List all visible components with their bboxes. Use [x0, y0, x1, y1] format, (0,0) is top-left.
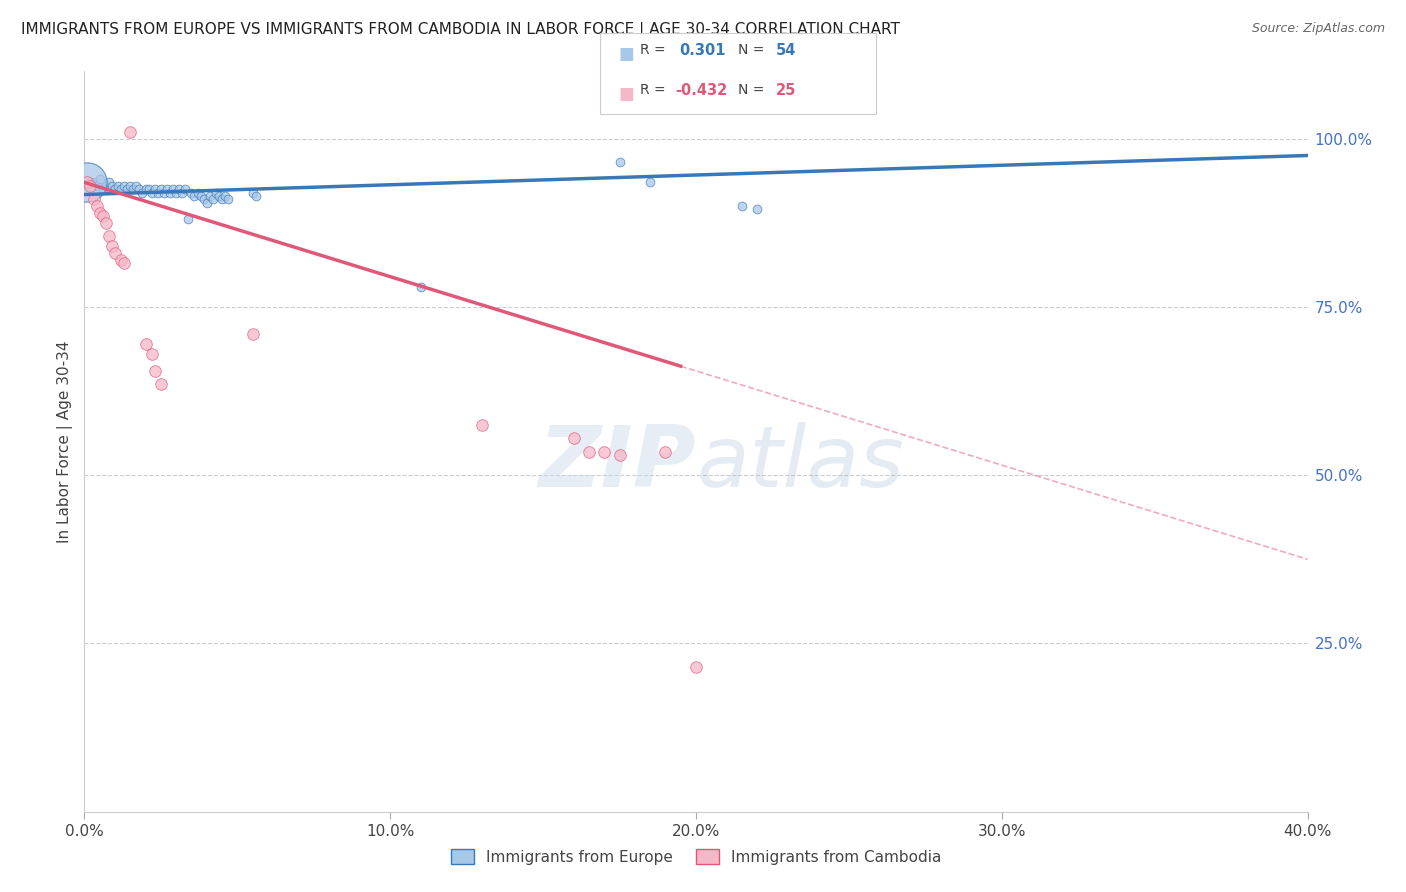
Point — [141, 347, 163, 361]
Point — [110, 182, 132, 196]
Point — [193, 192, 215, 206]
Point — [83, 192, 105, 206]
Point — [609, 155, 631, 169]
Text: ■: ■ — [619, 85, 634, 103]
Point — [562, 431, 585, 445]
Point — [120, 125, 142, 139]
Point — [153, 186, 176, 200]
Point — [208, 189, 231, 203]
Point — [107, 178, 129, 193]
Point — [201, 192, 224, 206]
Text: atlas: atlas — [696, 422, 904, 505]
Point — [211, 192, 233, 206]
Point — [76, 175, 98, 190]
Point — [76, 175, 98, 190]
Point — [91, 182, 114, 196]
Point — [141, 186, 163, 200]
Point — [159, 186, 181, 200]
Point — [91, 209, 114, 223]
Point — [138, 182, 160, 196]
Point — [149, 377, 172, 392]
Point — [174, 182, 197, 196]
Point — [747, 202, 769, 217]
Point — [110, 252, 132, 267]
Point — [198, 189, 221, 203]
Point — [120, 178, 142, 193]
Legend: Immigrants from Europe, Immigrants from Cambodia: Immigrants from Europe, Immigrants from … — [444, 843, 948, 871]
Point — [245, 189, 267, 203]
Point — [122, 182, 145, 196]
Point — [172, 186, 194, 200]
Point — [593, 444, 616, 458]
Text: IMMIGRANTS FROM EUROPE VS IMMIGRANTS FROM CAMBODIA IN LABOR FORCE | AGE 30-34 CO: IMMIGRANTS FROM EUROPE VS IMMIGRANTS FRO… — [21, 22, 900, 38]
Point — [89, 172, 111, 186]
Point — [183, 189, 205, 203]
Point — [79, 178, 101, 193]
Point — [156, 182, 179, 196]
Text: R =: R = — [640, 43, 669, 57]
Point — [146, 186, 169, 200]
Point — [195, 195, 218, 210]
Point — [578, 444, 600, 458]
Text: ■: ■ — [619, 45, 634, 62]
Point — [83, 175, 105, 190]
Point — [149, 182, 172, 196]
Point — [94, 178, 117, 193]
Point — [101, 178, 124, 193]
Point — [190, 189, 212, 203]
Text: 54: 54 — [776, 43, 796, 58]
Text: -0.432: -0.432 — [675, 83, 727, 98]
Point — [143, 182, 166, 196]
Point — [609, 448, 631, 462]
Point — [125, 178, 148, 193]
Point — [135, 182, 157, 196]
Point — [86, 178, 108, 193]
Point — [638, 175, 661, 190]
Point — [101, 239, 124, 253]
Point — [162, 182, 184, 196]
Text: ZIP: ZIP — [538, 422, 696, 505]
Point — [112, 256, 135, 270]
Point — [471, 417, 494, 432]
Point — [86, 199, 108, 213]
Point — [135, 337, 157, 351]
Point — [205, 186, 228, 200]
Text: Source: ZipAtlas.com: Source: ZipAtlas.com — [1251, 22, 1385, 36]
Point — [79, 175, 101, 190]
Point — [214, 189, 236, 203]
Point — [112, 178, 135, 193]
Point — [186, 186, 208, 200]
Text: 25: 25 — [776, 83, 796, 98]
Point — [177, 212, 200, 227]
Point — [94, 216, 117, 230]
Point — [165, 186, 187, 200]
Text: N =: N = — [738, 43, 769, 57]
Point — [685, 660, 707, 674]
Point — [104, 246, 127, 260]
Point — [97, 229, 120, 244]
Text: N =: N = — [738, 83, 769, 97]
Y-axis label: In Labor Force | Age 30-34: In Labor Force | Age 30-34 — [58, 340, 73, 543]
Point — [654, 444, 676, 458]
Point — [131, 186, 153, 200]
Point — [409, 279, 432, 293]
Point — [180, 186, 202, 200]
Point — [97, 175, 120, 190]
Point — [167, 182, 190, 196]
Text: 0.301: 0.301 — [679, 43, 725, 58]
Text: R =: R = — [640, 83, 669, 97]
Point — [115, 182, 138, 196]
Point — [143, 364, 166, 378]
Point — [242, 186, 264, 200]
Point — [104, 182, 127, 196]
Point — [242, 326, 264, 341]
Point — [217, 192, 239, 206]
Point — [89, 205, 111, 219]
Point — [731, 199, 754, 213]
Point — [128, 182, 150, 196]
